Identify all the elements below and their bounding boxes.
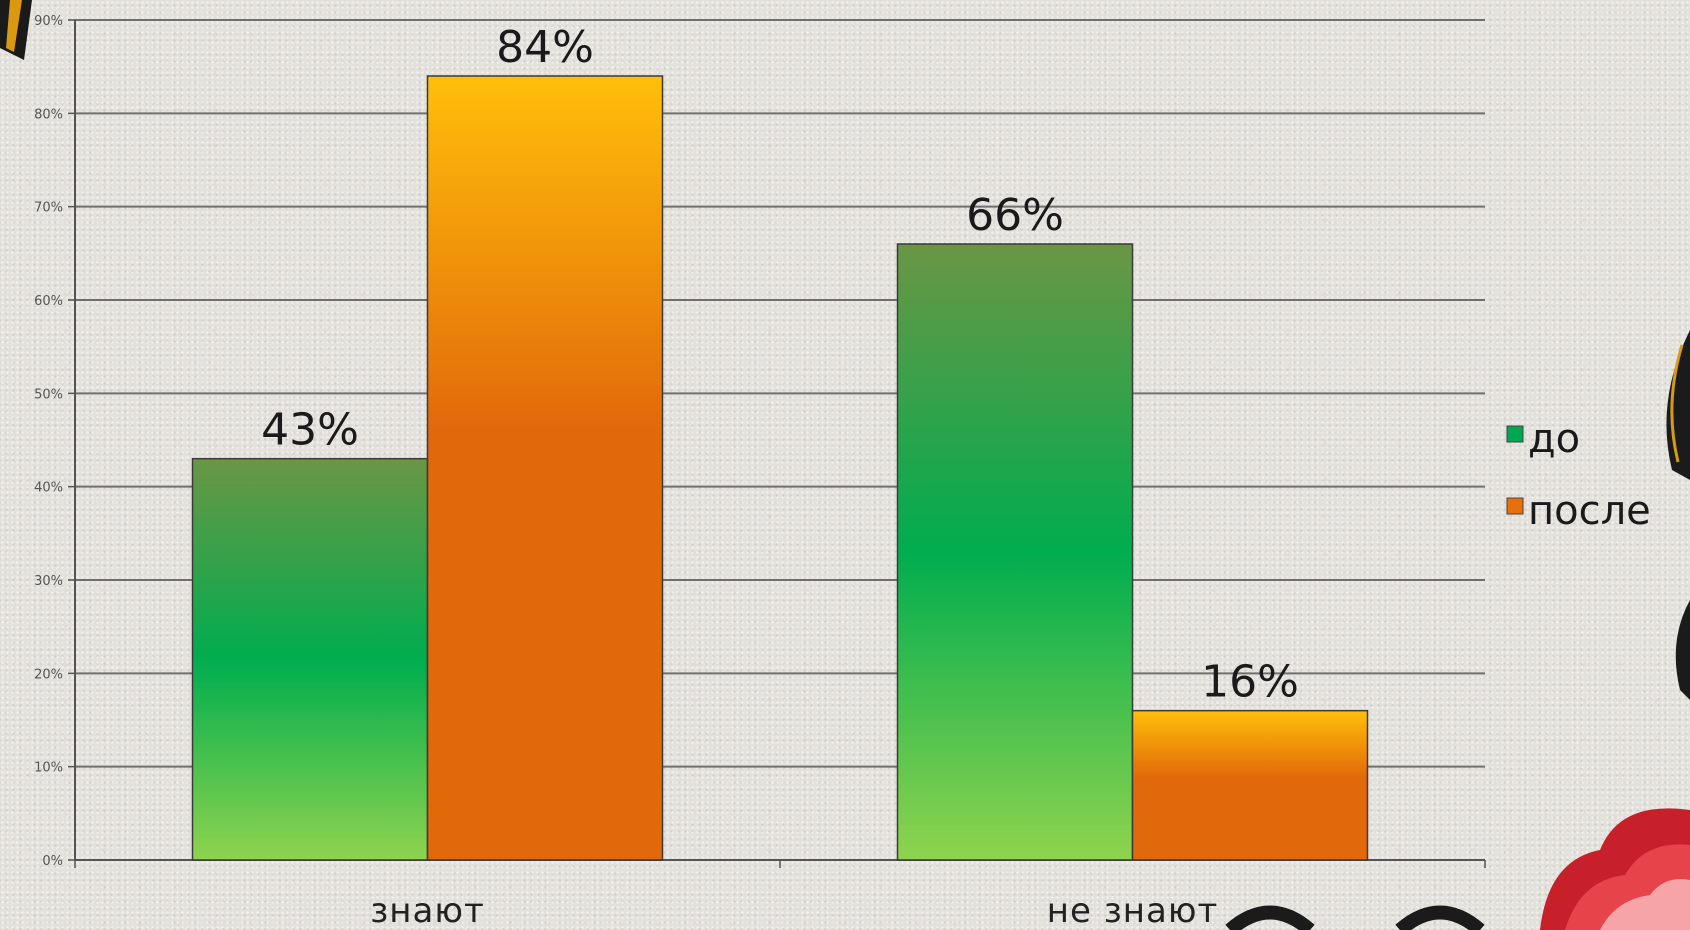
y-axis-tick-label: 70% (34, 201, 63, 216)
y-axis-tick-label: 20% (34, 667, 63, 682)
y-axis-tick-label: 50% (34, 387, 63, 402)
bar-после-не-знают (1131, 709, 1369, 861)
bar-до-не-знают (896, 243, 1134, 861)
y-axis-tick-label: 30% (34, 574, 63, 589)
x-axis-category-label: не знают (1047, 891, 1219, 930)
y-axis-tick-label: 40% (34, 481, 63, 496)
legend-label: до (1528, 416, 1580, 462)
y-axis-tick-label: 80% (34, 107, 63, 122)
data-label: 43% (261, 405, 359, 456)
legend-swatch-до (1506, 425, 1524, 443)
decorative-bottom-arcs (1225, 905, 1485, 930)
data-labels: 43% 84% 66% 16% (261, 22, 1299, 708)
y-axis-tick-label: 60% (34, 294, 63, 309)
y-axis-tick-label: 10% (34, 761, 63, 776)
data-label: 66% (966, 190, 1064, 241)
bar-до-знают (191, 457, 429, 861)
y-axis-tick-labels: 0% 10% 20% 30% 40% 50% 60% 70% 80% 90% (34, 14, 63, 869)
legend-swatch-после (1506, 497, 1524, 515)
data-label: 84% (496, 22, 594, 73)
bar-после-знают (426, 75, 664, 861)
bars (191, 75, 1369, 861)
legend-label: после (1528, 488, 1651, 534)
x-axis-category-labels: знают не знают (370, 891, 1219, 930)
y-axis-tick-label: 90% (34, 14, 63, 29)
legend: до после (1506, 416, 1651, 534)
decorative-flower (1540, 808, 1690, 930)
decorative-right-ornament (1666, 330, 1690, 700)
data-label: 16% (1201, 657, 1299, 708)
y-axis-tick-label: 0% (42, 854, 63, 869)
x-axis-category-label: знают (370, 891, 485, 930)
decorative-corner-ribbon (0, 0, 32, 60)
